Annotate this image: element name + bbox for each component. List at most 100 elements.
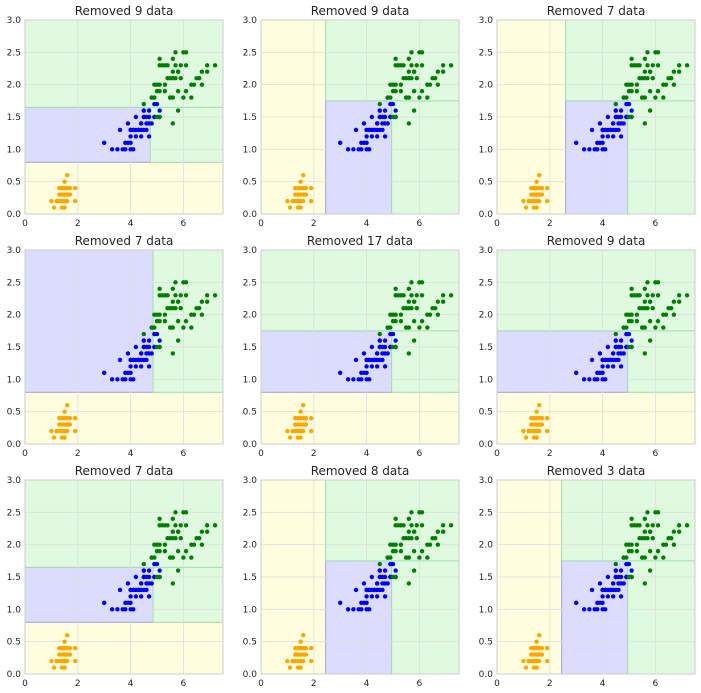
data-point-setosa xyxy=(290,428,295,434)
y-tick-label: 0.5 xyxy=(479,178,493,188)
data-point-setosa xyxy=(285,428,290,434)
data-point-virginica xyxy=(411,529,417,534)
data-point-versicolor xyxy=(377,568,382,573)
subplot-title: Removed 9 data xyxy=(75,4,174,18)
data-point-versicolor xyxy=(149,581,154,586)
data-point-versicolor xyxy=(382,574,388,580)
data-point-virginica xyxy=(409,63,414,68)
data-point-versicolor xyxy=(117,127,123,133)
data-point-versicolor xyxy=(345,147,351,152)
data-point-virginica xyxy=(183,293,189,298)
data-point-virginica xyxy=(398,542,404,547)
data-point-virginica xyxy=(377,331,382,337)
y-tick-label: 0.5 xyxy=(243,638,257,648)
data-point-virginica xyxy=(178,63,183,68)
data-point-virginica xyxy=(401,63,406,68)
decision-region-blue xyxy=(24,566,154,623)
data-point-setosa xyxy=(537,192,542,197)
data-point-virginica xyxy=(430,306,435,311)
data-point-setosa xyxy=(49,658,54,664)
data-point-virginica xyxy=(199,69,205,74)
data-point-virginica xyxy=(406,286,412,291)
data-point-virginica xyxy=(647,338,653,343)
data-point-versicolor xyxy=(338,370,343,376)
data-point-virginica xyxy=(440,523,446,528)
data-point-versicolor xyxy=(128,134,133,139)
data-point-virginica xyxy=(189,555,194,560)
x-tick-label: 6 xyxy=(181,219,187,229)
data-point-virginica xyxy=(194,536,199,541)
data-point-setosa xyxy=(544,415,550,421)
data-point-virginica xyxy=(440,63,446,68)
data-point-versicolor xyxy=(123,370,128,376)
data-point-versicolor xyxy=(146,114,152,120)
data-point-virginica xyxy=(189,325,194,330)
data-point-versicolor xyxy=(380,351,385,356)
x-tick-label: 4 xyxy=(600,449,606,459)
y-tick-label: 1.0 xyxy=(479,375,494,385)
data-point-virginica xyxy=(430,76,435,81)
data-point-virginica xyxy=(676,293,682,298)
data-point-versicolor xyxy=(388,331,393,337)
decision-region-green xyxy=(24,479,224,568)
data-point-virginica xyxy=(183,63,189,68)
data-point-virginica xyxy=(419,50,425,55)
data-point-virginica xyxy=(181,555,186,560)
data-point-virginica xyxy=(170,351,176,356)
data-point-versicolor xyxy=(372,357,377,363)
data-point-versicolor xyxy=(128,600,133,606)
data-point-virginica xyxy=(411,299,417,304)
subplot-7: Removed 7 data 0 2 4 6 0.0 0.5 1.0 1.5 2.0 2.5 3.0 xyxy=(7,464,224,689)
y-tick-label: 1.0 xyxy=(7,375,22,385)
data-point-virginica xyxy=(385,555,390,560)
subplot-9: Removed 3 data 0 2 4 6 0.0 0.5 1.0 1.5 2.0 2.5 3.0 xyxy=(479,464,696,689)
data-point-virginica xyxy=(194,76,199,81)
data-point-versicolor xyxy=(345,377,351,382)
data-point-virginica xyxy=(204,529,210,534)
data-point-setosa xyxy=(544,198,550,204)
data-point-virginica xyxy=(178,536,183,541)
data-point-virginica xyxy=(390,548,396,554)
subplot-5: Removed 17 data 0 2 4 6 0.0 0.5 1.0 1.5 2.0 2.5 3.0 xyxy=(243,234,460,459)
data-point-setosa xyxy=(308,645,314,651)
data-point-versicolor xyxy=(603,357,608,363)
data-point-virginica xyxy=(417,555,422,560)
data-point-virginica xyxy=(676,299,682,304)
data-point-virginica xyxy=(419,63,425,68)
data-point-versicolor xyxy=(382,344,388,350)
y-tick-label: 3.0 xyxy=(479,476,494,486)
y-tick-label: 1.0 xyxy=(479,605,494,615)
y-tick-label: 2.0 xyxy=(243,81,258,91)
data-point-setosa xyxy=(301,403,306,408)
subplot-title: Removed 7 data xyxy=(75,464,174,478)
data-point-setosa xyxy=(287,435,293,440)
data-point-versicolor xyxy=(138,121,144,126)
data-point-setosa xyxy=(62,639,67,644)
y-tick-label: 0.5 xyxy=(243,178,257,188)
x-tick-label: 4 xyxy=(600,679,606,689)
data-point-setosa xyxy=(529,652,534,657)
data-point-versicolor xyxy=(136,587,141,593)
data-point-setosa xyxy=(72,658,78,664)
x-tick-label: 4 xyxy=(128,219,134,229)
data-point-virginica xyxy=(632,63,637,68)
data-point-versicolor xyxy=(157,108,162,113)
data-point-virginica xyxy=(666,306,671,311)
data-point-virginica xyxy=(655,318,661,324)
y-tick-label: 0.0 xyxy=(479,210,494,220)
y-tick-label: 0.5 xyxy=(479,408,493,418)
data-point-virginica xyxy=(650,306,655,311)
data-point-virginica xyxy=(419,318,425,324)
data-point-setosa xyxy=(59,415,65,421)
data-point-virginica xyxy=(642,536,648,541)
data-point-virginica xyxy=(162,542,168,547)
data-point-versicolor xyxy=(393,338,398,343)
data-point-virginica xyxy=(406,299,412,304)
data-point-versicolor xyxy=(157,568,162,573)
data-point-versicolor xyxy=(624,101,629,107)
data-point-setosa xyxy=(295,645,301,651)
data-point-virginica xyxy=(194,306,199,311)
data-point-versicolor xyxy=(115,377,120,382)
data-point-virginica xyxy=(165,63,170,68)
data-point-versicolor xyxy=(359,140,364,146)
